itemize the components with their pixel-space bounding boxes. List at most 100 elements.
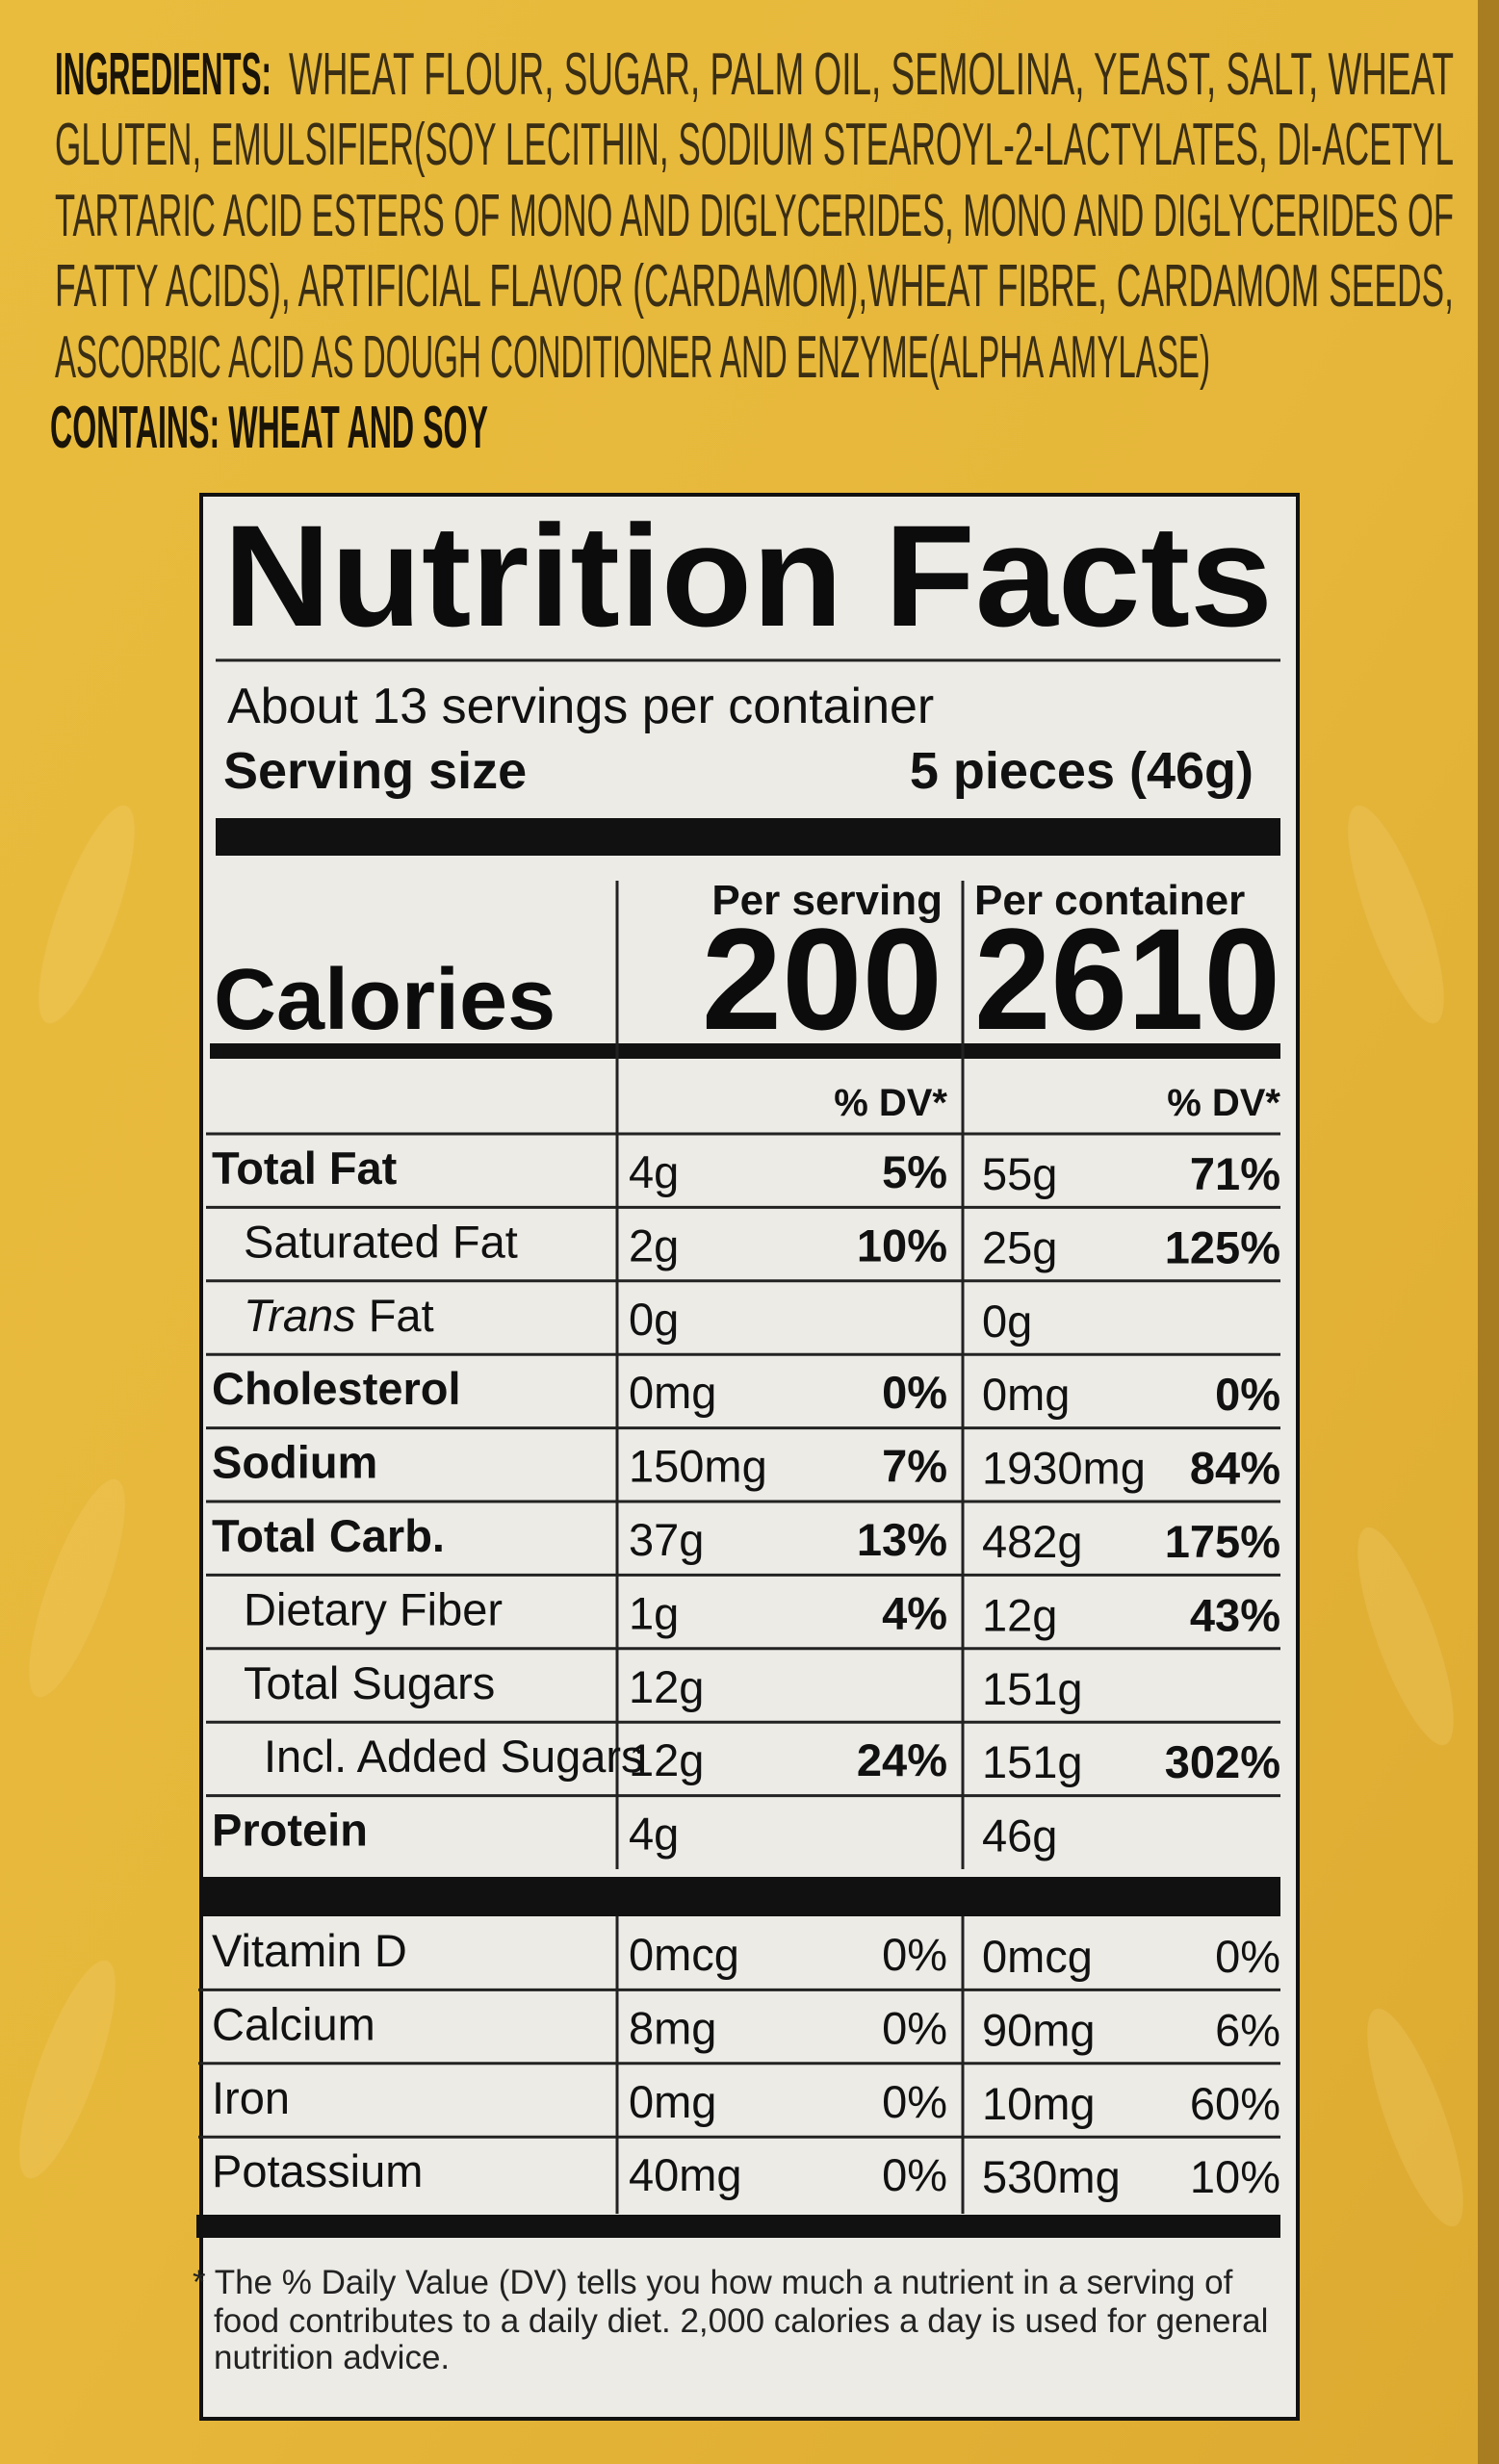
nutrient-name: Total Carb. [212, 1510, 445, 1561]
ingredients-line: WHEAT FLOUR, SUGAR, PALM OIL, SEMOLINA, … [289, 41, 1454, 108]
container-amount: 0mcg [982, 1931, 1093, 1982]
nutrient-name: Potassium [212, 2145, 423, 2196]
calories-label: Calories [214, 952, 556, 1048]
nutrient-name: Cholesterol [212, 1363, 461, 1414]
nutrient-name: Sodium [212, 1437, 377, 1488]
panel-title: Nutrition Facts [223, 495, 1273, 656]
nutrient-name: Total Sugars [244, 1657, 495, 1708]
serving-size-label: Serving size [223, 742, 527, 800]
container-dv: 84% [1190, 1443, 1280, 1494]
ingredients-label: INGREDIENTS: [55, 41, 271, 108]
nutrient-row: Iron 0mg 0% 10mg 60% [212, 2072, 1280, 2129]
nutrient-row: Total Sugars 12g 151g [244, 1657, 1083, 1714]
container-amount: 1930mg [982, 1443, 1146, 1494]
dv-header: % DV* [834, 1082, 947, 1124]
container-amount: 151g [982, 1736, 1083, 1787]
serving-amount: 0g [629, 1294, 679, 1345]
nutrient-name: Trans Fat [244, 1290, 434, 1341]
container-amount: 0g [982, 1296, 1032, 1347]
container-amount: 25g [982, 1221, 1057, 1272]
servings: About 13 servings per container [227, 679, 934, 734]
serving-dv: 5% [882, 1146, 947, 1197]
serving-dv: 0% [882, 2149, 947, 2200]
serving-dv: 0% [882, 1929, 947, 1980]
container-dv: 71% [1190, 1148, 1280, 1199]
nutrient-name: Iron [212, 2072, 290, 2123]
thick-bar [216, 818, 1280, 856]
nutrient-name: Incl. Added Sugars [264, 1731, 644, 1782]
serving-amount: 2g [629, 1219, 679, 1270]
container-dv: 125% [1165, 1221, 1280, 1272]
nutrient-name: Protein [212, 1805, 368, 1856]
ingredients-line: TARTARIC ACID ESTERS OF MONO AND DIGLYCE… [55, 183, 1454, 249]
nutrient-row: Dietary Fiber 1g 4% 12g 43% [244, 1583, 1280, 1640]
serving-amount: 0mcg [629, 1929, 739, 1980]
serving-amount: 37g [629, 1514, 704, 1565]
nutrient-name: Saturated Fat [244, 1216, 518, 1267]
per-container-label: Per container [974, 877, 1245, 924]
container-amount: 90mg [982, 2004, 1096, 2055]
ingredients-line: ASCORBIC ACID AS DOUGH CONDITIONER AND E… [55, 324, 1210, 391]
container-amount: 12g [982, 1589, 1057, 1640]
container-dv: 175% [1165, 1516, 1280, 1567]
nutrient-name-italic: Trans [244, 1290, 356, 1341]
serving-amount: 0mg [629, 2076, 716, 2127]
container-amount: 10mg [982, 2078, 1096, 2129]
serving-amount: 8mg [629, 2002, 716, 2053]
container-amount: 46g [982, 1810, 1057, 1861]
nutrient-row: Protein 4g 46g [212, 1805, 1057, 1861]
bottom-bar [196, 2215, 1280, 2238]
serving-dv: 13% [857, 1514, 947, 1565]
per-serving-label: Per serving [711, 877, 943, 924]
thick-bar [202, 1877, 1280, 1916]
serving-dv: 0% [882, 2076, 947, 2127]
container-amount: 0mg [982, 1369, 1070, 1420]
container-dv: 10% [1190, 2151, 1280, 2202]
serving-amount: 4g [629, 1146, 679, 1197]
serving-amount: 12g [629, 1661, 704, 1712]
container-amount: 151g [982, 1663, 1083, 1714]
footnote-line: nutrition advice. [214, 2339, 450, 2376]
container-amount: 482g [982, 1516, 1083, 1567]
nutrient-row: Potassium 40mg 0% 530mg 10% [212, 2145, 1280, 2202]
container-dv: 60% [1190, 2078, 1280, 2129]
nutrient-name: Total Fat [212, 1142, 398, 1194]
nutrient-row: Saturated Fat 2g 10% 25g 125% [244, 1216, 1280, 1272]
ingredients-line: GLUTEN, EMULSIFIER(SOY LECITHIN, SODIUM … [55, 112, 1454, 178]
serving-amount: 150mg [629, 1441, 767, 1492]
container-dv: 302% [1165, 1736, 1280, 1787]
container-amount: 55g [982, 1148, 1057, 1199]
serving-amount: 40mg [629, 2149, 742, 2200]
nutrient-row: Cholesterol 0mg 0% 0mg 0% [212, 1363, 1280, 1420]
nutrient-row: Calcium 8mg 0% 90mg 6% [212, 1998, 1280, 2055]
footnote-line: food contributes to a daily diet. 2,000 … [214, 2302, 1268, 2340]
box-edge [1478, 0, 1499, 2464]
calories-serving: 200 [702, 898, 943, 1060]
calories-bar [210, 1043, 1280, 1059]
container-dv: 43% [1190, 1589, 1280, 1640]
container-dv: 0% [1215, 1931, 1280, 1982]
nutrient-row: Sodium 150mg 7% 1930mg 84% [212, 1437, 1280, 1494]
serving-size: 5 pieces (46g) [910, 742, 1253, 800]
dv-header: % DV* [1167, 1082, 1280, 1124]
calories-container: 2610 [974, 898, 1280, 1060]
serving-dv: 7% [882, 1441, 947, 1492]
contains-line: CONTAINS: WHEAT AND SOY [50, 395, 488, 461]
serving-amount: 1g [629, 1587, 679, 1638]
nutrient-name: Vitamin D [212, 1925, 407, 1976]
nutrient-name: Dietary Fiber [244, 1583, 503, 1634]
serving-amount: 4g [629, 1809, 679, 1860]
serving-dv: 24% [857, 1734, 947, 1785]
container-dv: 0% [1215, 1369, 1280, 1420]
serving-dv: 4% [882, 1587, 947, 1638]
serving-amount: 0mg [629, 1367, 716, 1418]
serving-dv: 10% [857, 1219, 947, 1270]
nutrient-row: Trans Fat 0g 0g [244, 1290, 1032, 1347]
container-dv: 6% [1215, 2004, 1280, 2055]
serving-dv: 0% [882, 1367, 947, 1418]
ingredients-line: FATTY ACIDS), ARTIFICIAL FLAVOR (CARDAMO… [55, 253, 1454, 320]
container-amount: 530mg [982, 2151, 1121, 2202]
serving-dv: 0% [882, 2002, 947, 2053]
